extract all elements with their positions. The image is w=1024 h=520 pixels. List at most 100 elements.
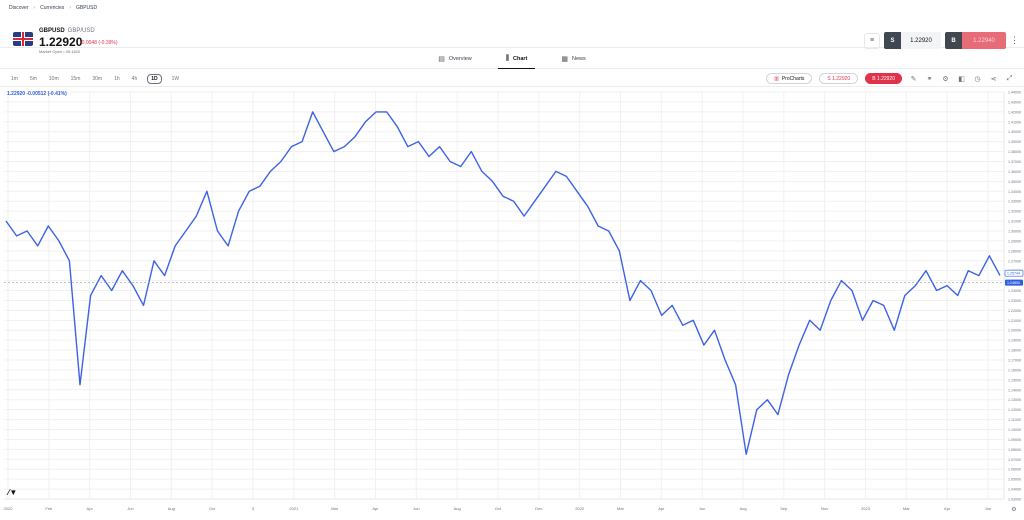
buy-button[interactable]: B 1.22940	[945, 32, 1006, 49]
y-tick-label: 1.44000	[1008, 91, 1021, 95]
x-tick-label: Nov	[821, 506, 828, 511]
chart-toolbar: 1m 5m 10m 15m 30m 1h 4h 1D 1W ▥ ProCharts…	[0, 71, 1024, 87]
breadcrumb: Discover › Currencies › GBPUSD	[9, 5, 97, 11]
share-icon[interactable]: ⋖	[990, 75, 997, 83]
x-tick-label: Dec	[535, 506, 542, 511]
x-tick-label: Apr	[658, 506, 665, 511]
breadcrumb-discover[interactable]: Discover	[9, 5, 29, 11]
x-tick-label: Jun	[699, 506, 705, 511]
y-tick-label: 1.32000	[1008, 210, 1021, 214]
chart-icon: ⫼	[505, 54, 509, 62]
crosshair-label: 1.24800	[1007, 281, 1020, 285]
price-chart-svg[interactable]: 2020 Feb Apr Jun Aug Oct 3 2021 Mar Apr Jun Aug Oct D…	[0, 88, 1024, 515]
y-tick-label: 1.42000	[1008, 110, 1021, 114]
timeframe-30m[interactable]: 30m	[92, 76, 103, 82]
crosshair-badge	[1005, 279, 1023, 286]
y-tick-label: 1.22000	[1008, 309, 1021, 313]
y-tick-label: 1.05000	[1008, 478, 1021, 482]
timeframe-1w[interactable]: 1W	[171, 76, 180, 82]
clock-icon[interactable]: ◷	[974, 75, 981, 83]
chevron-right-icon: ›	[69, 5, 71, 11]
news-icon: ▦	[561, 56, 568, 63]
timeframe-1m[interactable]: 1m	[11, 76, 18, 82]
y-tick-label: 1.11000	[1008, 418, 1021, 422]
y-tick-label: 1.30000	[1008, 229, 1021, 233]
y-tick-label: 1.31000	[1008, 220, 1021, 224]
x-tick-label: Mar	[331, 506, 339, 511]
y-tick-label: 1.40000	[1008, 130, 1021, 134]
indicators-icon[interactable]: ⚭	[926, 75, 933, 83]
timeframe-4h[interactable]: 4h	[131, 76, 138, 82]
x-tick-label: Sep	[780, 506, 788, 511]
timeframe-1d[interactable]: 1D	[147, 74, 162, 84]
x-tick-label: Jun	[413, 506, 419, 511]
tab-chart[interactable]: ⫼ Chart	[497, 49, 536, 69]
y-tick-label: 1.16000	[1008, 368, 1021, 372]
y-tick-label: 1.43000	[1008, 100, 1021, 104]
y-tick-label: 1.39000	[1008, 140, 1021, 144]
market-status: Market Open • 05:1820	[39, 49, 81, 54]
timeframe-selector: 1m 5m 10m 15m 30m 1h 4h 1D 1W	[9, 74, 181, 84]
fullscreen-icon[interactable]: ⤢	[1006, 74, 1013, 82]
instrument-price: 1.22920	[39, 35, 83, 49]
gbpusd-flag-icon	[13, 32, 33, 46]
price-line	[5, 111, 1001, 455]
y-tick-label: 1.03000	[1008, 498, 1021, 502]
buy-price: 1.22940	[962, 32, 1006, 49]
x-tick-label: 2021	[289, 506, 299, 511]
chart-buy-button[interactable]: B 1.22920	[865, 73, 902, 84]
y-tick-label: 1.08000	[1008, 448, 1021, 452]
chart-sell-button[interactable]: S 1.22920	[819, 73, 859, 84]
y-tick-label: 1.09000	[1008, 438, 1021, 442]
y-tick-label: 1.38000	[1008, 150, 1021, 154]
gear-icon[interactable]: ⚙	[942, 75, 949, 83]
y-tick-label: 1.18000	[1008, 349, 1021, 353]
instrument-symbol: GBPUSD GBP/USD	[39, 28, 95, 34]
x-tick-label: Jun	[985, 506, 991, 511]
filter-icon[interactable]: ≡	[864, 32, 880, 49]
y-tick-label: 1.06000	[1008, 468, 1021, 472]
y-tick-label: 1.34000	[1008, 190, 1021, 194]
x-tick-label: 2022	[575, 506, 585, 511]
more-options-icon[interactable]: ⋮	[1010, 35, 1019, 45]
y-tick-label: 1.20000	[1008, 329, 1021, 333]
y-tick-label: 1.12000	[1008, 408, 1021, 412]
pencil-icon[interactable]: ✎	[910, 75, 917, 83]
instrument-header: GBPUSD GBP/USD 1.22920 -0.0048 (-0.39%) M…	[0, 12, 1024, 54]
tradingview-logo-icon: ⁄▼	[6, 488, 17, 497]
chart-legend: 1.22920 -0.00512 (-0.41%)	[7, 91, 67, 97]
timeframe-15m[interactable]: 15m	[70, 76, 81, 82]
y-tick-label: 1.07000	[1008, 458, 1021, 462]
y-tick-label: 1.17000	[1008, 359, 1021, 363]
y-tick-label: 1.35000	[1008, 180, 1021, 184]
price-chart[interactable]: 2020 Feb Apr Jun Aug Oct 3 2021 Mar Apr Jun Aug Oct D…	[0, 88, 1024, 515]
chevron-right-icon: ›	[33, 5, 36, 11]
timeframe-10m[interactable]: 10m	[48, 76, 59, 82]
overview-icon: ▤	[438, 56, 445, 63]
tab-overview[interactable]: ▤ Overview	[438, 56, 472, 63]
x-tick-label: Oct	[495, 506, 502, 511]
chart-type-icon[interactable]: ◧	[958, 75, 965, 83]
y-tick-label: 1.41000	[1008, 120, 1021, 124]
timeframe-1h[interactable]: 1h	[114, 76, 120, 82]
procharts-button[interactable]: ▥ ProCharts	[766, 73, 813, 84]
x-tick-label: 2020	[4, 506, 14, 511]
timeframe-5m[interactable]: 5m	[29, 76, 37, 82]
x-tick-label: Aug	[454, 506, 461, 511]
y-tick-label: 1.33000	[1008, 200, 1021, 204]
procharts-icon: ▥	[774, 75, 779, 82]
y-tick-label: 1.21000	[1008, 319, 1021, 323]
x-tick-label: Apr	[372, 506, 379, 511]
y-tick-label: 1.29000	[1008, 239, 1021, 243]
x-tick-label: Oct	[209, 506, 216, 511]
y-tick-label: 1.27000	[1008, 259, 1021, 263]
x-tick-label: Mar	[903, 506, 911, 511]
sell-button[interactable]: S 1.22920	[884, 32, 941, 49]
x-tick-label: Jun	[127, 506, 133, 511]
breadcrumb-currencies[interactable]: Currencies	[40, 5, 65, 11]
last-value-label: 1.25744	[1007, 272, 1020, 276]
x-tick-label: Feb	[45, 506, 53, 511]
tab-news[interactable]: ▦ News	[561, 56, 586, 63]
y-tick-label: 1.13000	[1008, 398, 1021, 402]
sell-price: 1.22920	[901, 32, 941, 49]
